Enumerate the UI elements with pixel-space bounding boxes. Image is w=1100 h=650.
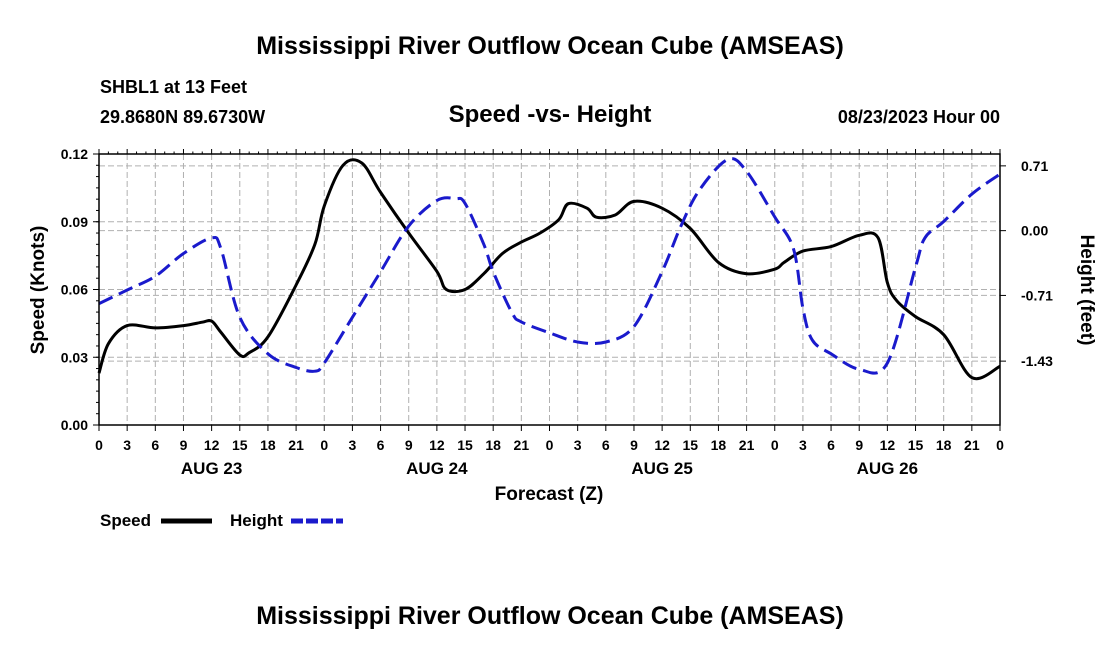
- footer-title: Mississippi River Outflow Ocean Cube (AM…: [256, 602, 844, 630]
- axes: 0 3 6 9 12 15 18 21 0 3 6 9 12 15 18 21 0 3 6 9 12 15 18 21 0 3 6 9…: [61, 146, 1053, 478]
- chart-subtitle: Speed -vs- Height: [448, 101, 652, 128]
- x-tick-label: 21: [514, 437, 530, 453]
- x-tick-label: 12: [429, 437, 445, 453]
- y-tick-label: 0.09: [61, 214, 88, 230]
- x-tick-label: 15: [908, 437, 924, 453]
- series-lines: [97, 157, 1001, 381]
- forecast-timestamp: 08/23/2023 Hour 00: [837, 107, 1000, 127]
- x-tick-label: 12: [204, 437, 220, 453]
- chart-main-title: Mississippi River Outflow Ocean Cube (AM…: [256, 32, 844, 60]
- y-tick-label: 0.06: [61, 282, 88, 298]
- y-tick-label: 0.00: [61, 417, 88, 433]
- series-line-height: [98, 157, 1001, 375]
- x-tick-label: 6: [602, 437, 610, 453]
- y2-tick-label: 0.71: [1021, 158, 1048, 174]
- x-tick-label: 18: [260, 437, 276, 453]
- y-tick-label: 0.03: [61, 349, 88, 365]
- x-tick-label: 3: [349, 437, 357, 453]
- x-tick-label: 0: [95, 437, 103, 453]
- x-tick-label: 6: [377, 437, 385, 453]
- x-tick-label: 0: [771, 437, 779, 453]
- x-tick-label: 15: [232, 437, 248, 453]
- y2-tick-label: 0.00: [1021, 223, 1048, 239]
- x-tick-label: 18: [711, 437, 727, 453]
- x-tick-label: 12: [654, 437, 670, 453]
- x-tick-label: 0: [546, 437, 554, 453]
- x-tick-label: 0: [996, 437, 1004, 453]
- x-tick-label: 9: [630, 437, 638, 453]
- x-tick-label: 6: [827, 437, 835, 453]
- x-tick-label: 3: [123, 437, 131, 453]
- date-label: AUG 24: [406, 459, 468, 478]
- y-axis-label: Speed (Knots): [28, 226, 49, 355]
- x-tick-label: 15: [682, 437, 698, 453]
- y2-axis-label: Height (feet): [1076, 235, 1097, 346]
- x-tick-label: 9: [855, 437, 863, 453]
- date-label: AUG 25: [631, 459, 692, 478]
- x-tick-label: 9: [405, 437, 413, 453]
- station-label: SHBL1 at 13 Feet: [100, 77, 248, 97]
- x-axis-label: Forecast (Z): [495, 484, 604, 505]
- x-tick-label: 12: [880, 437, 896, 453]
- x-tick-label: 0: [320, 437, 328, 453]
- x-tick-label: 9: [180, 437, 188, 453]
- x-tick-label: 18: [936, 437, 952, 453]
- date-label: AUG 23: [181, 459, 242, 478]
- x-tick-label: 18: [485, 437, 501, 453]
- y2-tick-label: -1.43: [1021, 353, 1053, 369]
- y-tick-label: 0.12: [61, 146, 88, 162]
- x-tick-label: 6: [151, 437, 159, 453]
- x-tick-label: 3: [799, 437, 807, 453]
- legend: Speed Height: [100, 511, 343, 530]
- x-tick-label: 3: [574, 437, 582, 453]
- y2-tick-label: -0.71: [1021, 287, 1053, 303]
- grid-lines: [98, 154, 1001, 425]
- x-tick-label: 21: [964, 437, 980, 453]
- series-line-speed: [97, 158, 1001, 381]
- date-label: AUG 26: [857, 459, 918, 478]
- x-tick-label: 21: [288, 437, 304, 453]
- coordinates-label: 29.8680N 89.6730W: [100, 107, 266, 127]
- legend-label-speed: Speed: [100, 511, 151, 530]
- legend-label-height: Height: [230, 511, 283, 530]
- x-tick-label: 15: [457, 437, 473, 453]
- x-tick-label: 21: [739, 437, 755, 453]
